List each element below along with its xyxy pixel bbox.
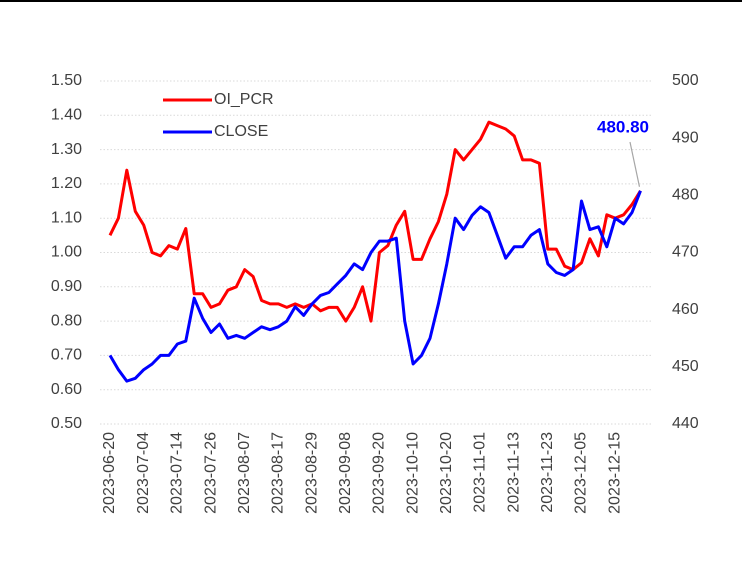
x-tick-label: 2023-12-15 (606, 432, 623, 514)
y2-tick-label: 480 (672, 187, 699, 204)
x-tick-label: 2023-12-05 (573, 432, 590, 514)
x-tick-label: 2023-10-20 (438, 432, 455, 514)
x-tick-label: 2023-08-17 (270, 432, 287, 514)
legend-label: OI_PCR (214, 91, 274, 108)
y2-tick-label: 470 (672, 244, 699, 261)
top-border (0, 0, 742, 2)
y-tick-label: 1.30 (51, 141, 82, 158)
y-tick-label: 1.40 (51, 107, 82, 124)
x-tick-label: 2023-08-29 (303, 432, 320, 514)
y2-tick-label: 450 (672, 358, 699, 375)
y-tick-label: 1.00 (51, 244, 82, 261)
y2-tick-label: 500 (672, 72, 699, 89)
y-tick-label: 1.20 (51, 175, 82, 192)
y-tick-label: 0.70 (51, 347, 82, 364)
x-tick-label: 2023-06-20 (101, 432, 118, 514)
x-tick-label: 2023-07-26 (202, 432, 219, 514)
y2-tick-label: 490 (672, 129, 699, 146)
x-tick-label: 2023-07-04 (135, 432, 152, 514)
grid (100, 80, 652, 425)
y2-tick-label: 440 (672, 415, 699, 432)
series-line (108, 120, 642, 323)
y-tick-label: 1.50 (51, 72, 82, 89)
series-line (108, 190, 642, 383)
y-tick-label: 1.10 (51, 209, 82, 226)
x-tick-label: 2023-08-07 (236, 432, 253, 514)
y-tick-label: 0.60 (51, 381, 82, 398)
y2-tick-label: 460 (672, 301, 699, 318)
x-tick-label: 2023-10-10 (404, 432, 421, 514)
x-tick-label: 2023-09-08 (337, 432, 354, 514)
x-tick-label: 2023-07-14 (169, 432, 186, 514)
x-tick-label: 2023-11-23 (539, 432, 556, 513)
legend-label: CLOSE (214, 123, 268, 140)
y-tick-label: 0.90 (51, 278, 82, 295)
plot (108, 120, 642, 383)
data-label: 480.80 (597, 117, 649, 136)
label-leader (629, 141, 641, 187)
x-tick-label: 2023-11-01 (472, 432, 489, 513)
y-tick-label: 0.50 (51, 415, 82, 432)
y-tick-label: 0.80 (51, 312, 82, 329)
x-tick-label: 2023-11-13 (505, 432, 522, 513)
x-tick-label: 2023-09-20 (371, 432, 388, 514)
